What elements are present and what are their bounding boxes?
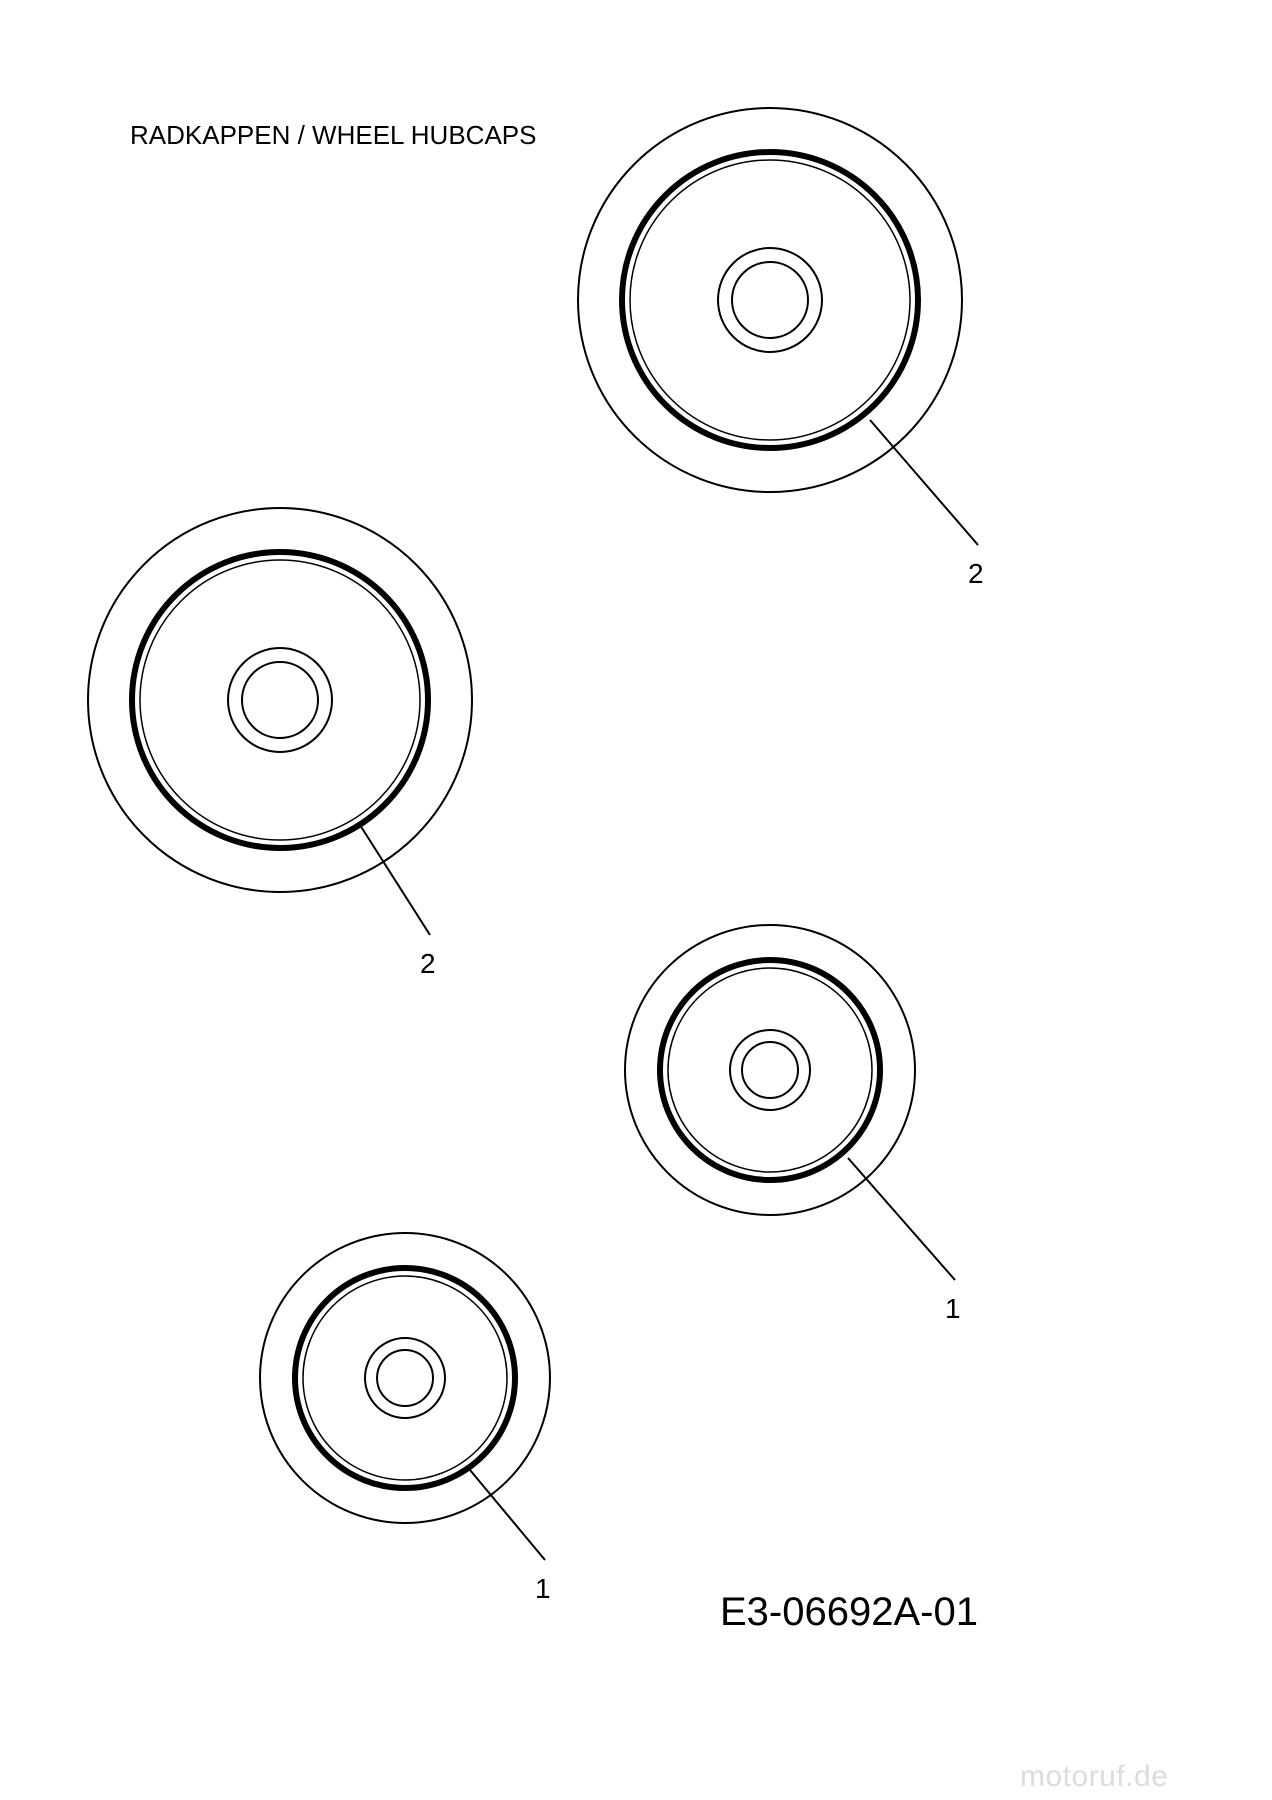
diagram-title: RADKAPPEN / WHEEL HUBCAPS: [130, 120, 536, 151]
watermark: motoruf.de: [1020, 1760, 1168, 1794]
hubcap-mid-left: [84, 504, 476, 896]
hubcap-bottom-left-callout: 1: [535, 1573, 551, 1605]
hubcap-bottom-left: [256, 1229, 554, 1527]
hubcap-mid-right-callout: 1: [945, 1293, 961, 1325]
hubcap-top-right-callout: 2: [968, 558, 984, 590]
hubcap-mid-right: [621, 921, 919, 1219]
drawing-number: E3-06692A-01: [720, 1590, 978, 1635]
hubcap-mid-left-callout: 2: [420, 948, 436, 980]
hubcap-top-right: [574, 104, 966, 496]
